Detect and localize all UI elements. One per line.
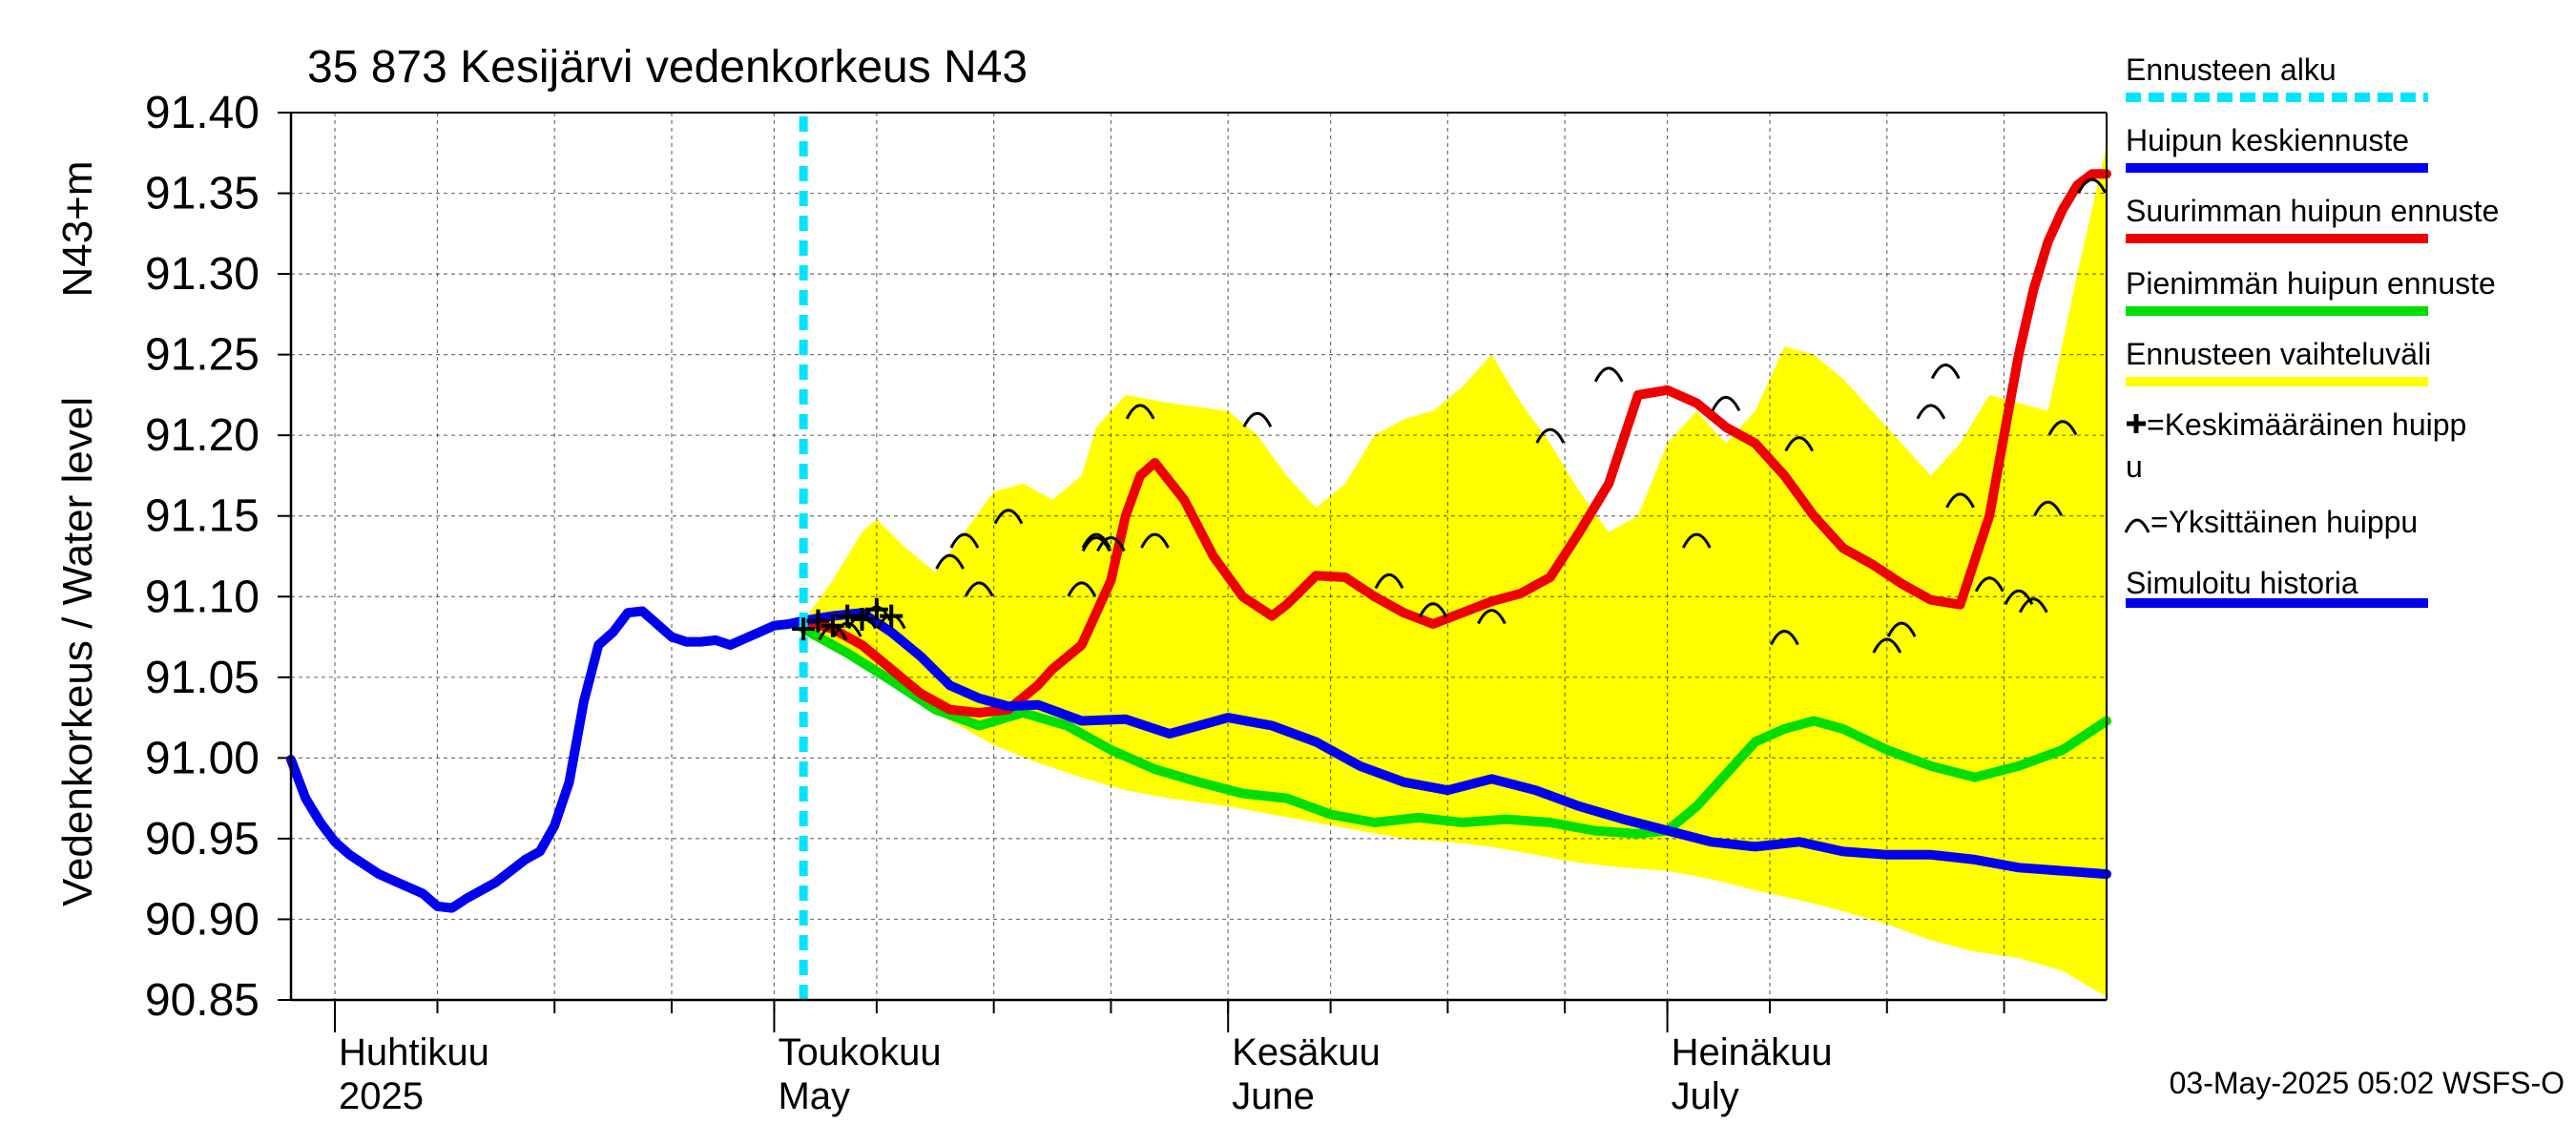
mean-peak-forecast-line — [799, 608, 2111, 880]
y-axis-label-line1: Vedenkorkeus / Water level — [54, 397, 101, 906]
y-tick-labels: 91.40 91.35 91.30 91.25 91.20 91.15 91.10 91.05… — [145, 88, 260, 1026]
legend-label-continued: u — [2126, 449, 2143, 484]
mean-peak-marker — [850, 607, 874, 631]
single-peak-marker — [1477, 609, 1506, 625]
y-tick-label: 91.35 — [145, 169, 260, 219]
y-tick-label: 91.30 — [145, 249, 260, 300]
single-peak-marker — [1067, 581, 1097, 597]
x-month-label-en: June — [1232, 1075, 1315, 1117]
x-month-label-fi: Heinäkuu — [1672, 1031, 1833, 1073]
single-peak-marker — [1096, 536, 1126, 552]
single-peak-marker — [993, 509, 1024, 525]
forecast-range-band — [803, 144, 2107, 997]
legend-label: Ennusteen alku — [2126, 52, 2337, 87]
legend-label: =Yksittäinen huippu — [2150, 505, 2418, 539]
single-peak-marker — [1930, 364, 1961, 380]
y-tick-label: 90.90 — [145, 894, 260, 945]
single-peak-marker — [1681, 532, 1712, 549]
legend-label: Pienimmän huipun ennuste — [2126, 266, 2496, 301]
legend-label: Suurimman huipun ennuste — [2126, 194, 2499, 228]
mean-peak-marker — [880, 604, 904, 628]
y-tick-label: 91.05 — [145, 653, 260, 703]
single-peak-marker — [2033, 500, 2063, 516]
y-tick-label: 91.10 — [145, 572, 260, 622]
legend-label: Simuloitu historia — [2126, 566, 2358, 600]
x-month-label-en: July — [1672, 1075, 1739, 1117]
single-peak-marker — [2047, 420, 2078, 436]
single-peak-marker — [1593, 366, 1624, 383]
chart-title: 35 873 Kesijärvi vedenkorkeus N43 — [307, 42, 1028, 93]
legend: Ennusteen alku Huipun keskiennuste Suurimm… — [2124, 52, 2499, 608]
mean-peak-marker — [806, 609, 830, 633]
single-peak-marker — [1945, 492, 1975, 509]
mean-peak-marker — [792, 617, 816, 641]
x-month-label-fi: Kesäkuu — [1232, 1031, 1381, 1073]
legend-mean-peak-symbol — [2127, 414, 2146, 433]
single-peak-marker — [1711, 395, 1741, 412]
single-peak-marker — [1535, 427, 1566, 444]
legend-single-peak-symbol — [2124, 518, 2150, 533]
single-peak-marker — [1140, 532, 1170, 549]
y-tick-label: 91.40 — [145, 88, 260, 138]
single-peak-marker — [2018, 597, 2048, 614]
min-peak-forecast-line — [799, 624, 2111, 839]
single-peak-marker — [1770, 630, 1799, 646]
single-peak-marker — [1784, 436, 1815, 452]
y-axis-label-line2: N43+m — [54, 160, 101, 297]
legend-label: Huipun keskiennuste — [2126, 123, 2409, 157]
single-peak-marker — [1125, 404, 1155, 420]
single-peak-marker — [949, 532, 980, 549]
single-peak-marker — [1374, 572, 1404, 590]
footer-timestamp: 03-May-2025 05:02 WSFS-O — [2170, 1066, 2565, 1100]
single-peak-marker — [1081, 532, 1111, 549]
x-month-label-fi: Huhtikuu — [339, 1031, 489, 1073]
single-peak-marker — [1916, 404, 1946, 420]
y-tick-label: 90.95 — [145, 814, 260, 864]
y-tick-label: 91.25 — [145, 330, 260, 381]
mean-peak-marker — [836, 604, 860, 628]
axes — [278, 112, 2108, 1032]
x-month-label-en: 2025 — [339, 1075, 424, 1117]
series-lines — [286, 116, 2111, 1000]
x-month-label-fi: Toukokuu — [778, 1031, 941, 1073]
single-peak-marker — [1242, 411, 1273, 427]
max-peak-forecast-line — [799, 169, 2111, 718]
single-peak-marker — [964, 581, 994, 597]
y-tick-label: 91.20 — [145, 410, 260, 461]
y-tick-label: 91.15 — [145, 491, 260, 542]
forecast-range-area — [803, 144, 2107, 997]
single-peak-marker — [1418, 602, 1448, 618]
legend-label: Ennusteen vaihteluväli — [2126, 337, 2431, 371]
legend-label: =Keskimääräinen huipp — [2147, 407, 2466, 442]
x-month-label-en: May — [778, 1075, 850, 1117]
simulated-history-line — [286, 606, 809, 913]
single-peak-marker — [935, 553, 965, 570]
mean-peak-marker — [864, 597, 888, 621]
single-peak-marker — [1872, 637, 1902, 654]
single-peak-marker — [1886, 621, 1917, 637]
peak-markers — [792, 177, 2107, 654]
y-tick-label: 91.00 — [145, 733, 260, 783]
single-peak-marker — [1974, 576, 2005, 593]
mean-peak-marker — [821, 614, 844, 637]
single-peak-marker — [2077, 177, 2107, 194]
y-tick-label: 90.85 — [145, 975, 260, 1026]
single-peak-marker — [1081, 536, 1111, 552]
